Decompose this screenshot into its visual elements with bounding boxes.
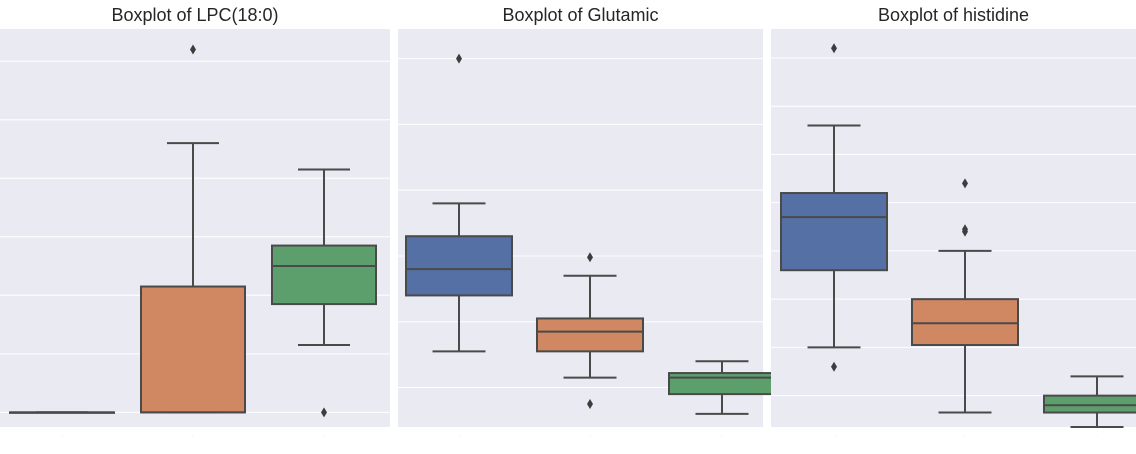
- plot-area: [771, 29, 1136, 428]
- x-tick-label: -: [61, 433, 63, 438]
- x-tick-row: - - -: [771, 434, 1136, 448]
- box: [271, 244, 377, 306]
- outlier-point: [962, 178, 968, 189]
- x-tick-label: -: [1095, 433, 1097, 438]
- outlier-point: [962, 224, 968, 235]
- box: [668, 372, 776, 396]
- x-tick-label: -: [721, 433, 723, 438]
- x-tick-label: -: [589, 433, 591, 438]
- x-tick-label: -: [192, 433, 194, 438]
- outlier-point: [831, 361, 837, 372]
- boxplot-svg: [771, 43, 1136, 428]
- outlier-point: [587, 398, 593, 409]
- chart-title: Boxplot of LPC(18:0): [111, 5, 279, 25]
- boxplot-svg: [398, 53, 776, 415]
- plot-area: [398, 29, 776, 427]
- chart-title: Boxplot of Glutamic: [502, 5, 659, 25]
- box: [536, 317, 644, 353]
- outlier-point: [587, 252, 593, 263]
- box: [405, 235, 513, 297]
- x-tick-label: -: [964, 433, 966, 438]
- x-tick-label: -: [834, 433, 836, 438]
- boxplot-svg: [0, 44, 390, 418]
- chart-panel-2: Boxplot of Glutamic - - -: [398, 0, 776, 454]
- x-tick-row: - - -: [0, 434, 390, 448]
- x-tick-label: -: [323, 433, 325, 438]
- outlier-point: [456, 53, 462, 64]
- box: [911, 298, 1019, 346]
- chart-panel-1: Boxplot of LPC(18:0) - - -: [0, 0, 390, 454]
- box: [1043, 394, 1136, 414]
- box: [140, 285, 246, 414]
- chart-title: Boxplot of histidine: [877, 5, 1030, 25]
- outlier-point: [321, 407, 327, 418]
- x-tick-label: -: [458, 433, 460, 438]
- plot-area: [0, 29, 390, 427]
- outlier-point: [190, 44, 196, 55]
- x-tick-row: - - -: [398, 434, 763, 448]
- box: [780, 192, 888, 272]
- chart-panel-3: Boxplot of histidine - - -: [771, 0, 1136, 454]
- outlier-point: [831, 43, 837, 54]
